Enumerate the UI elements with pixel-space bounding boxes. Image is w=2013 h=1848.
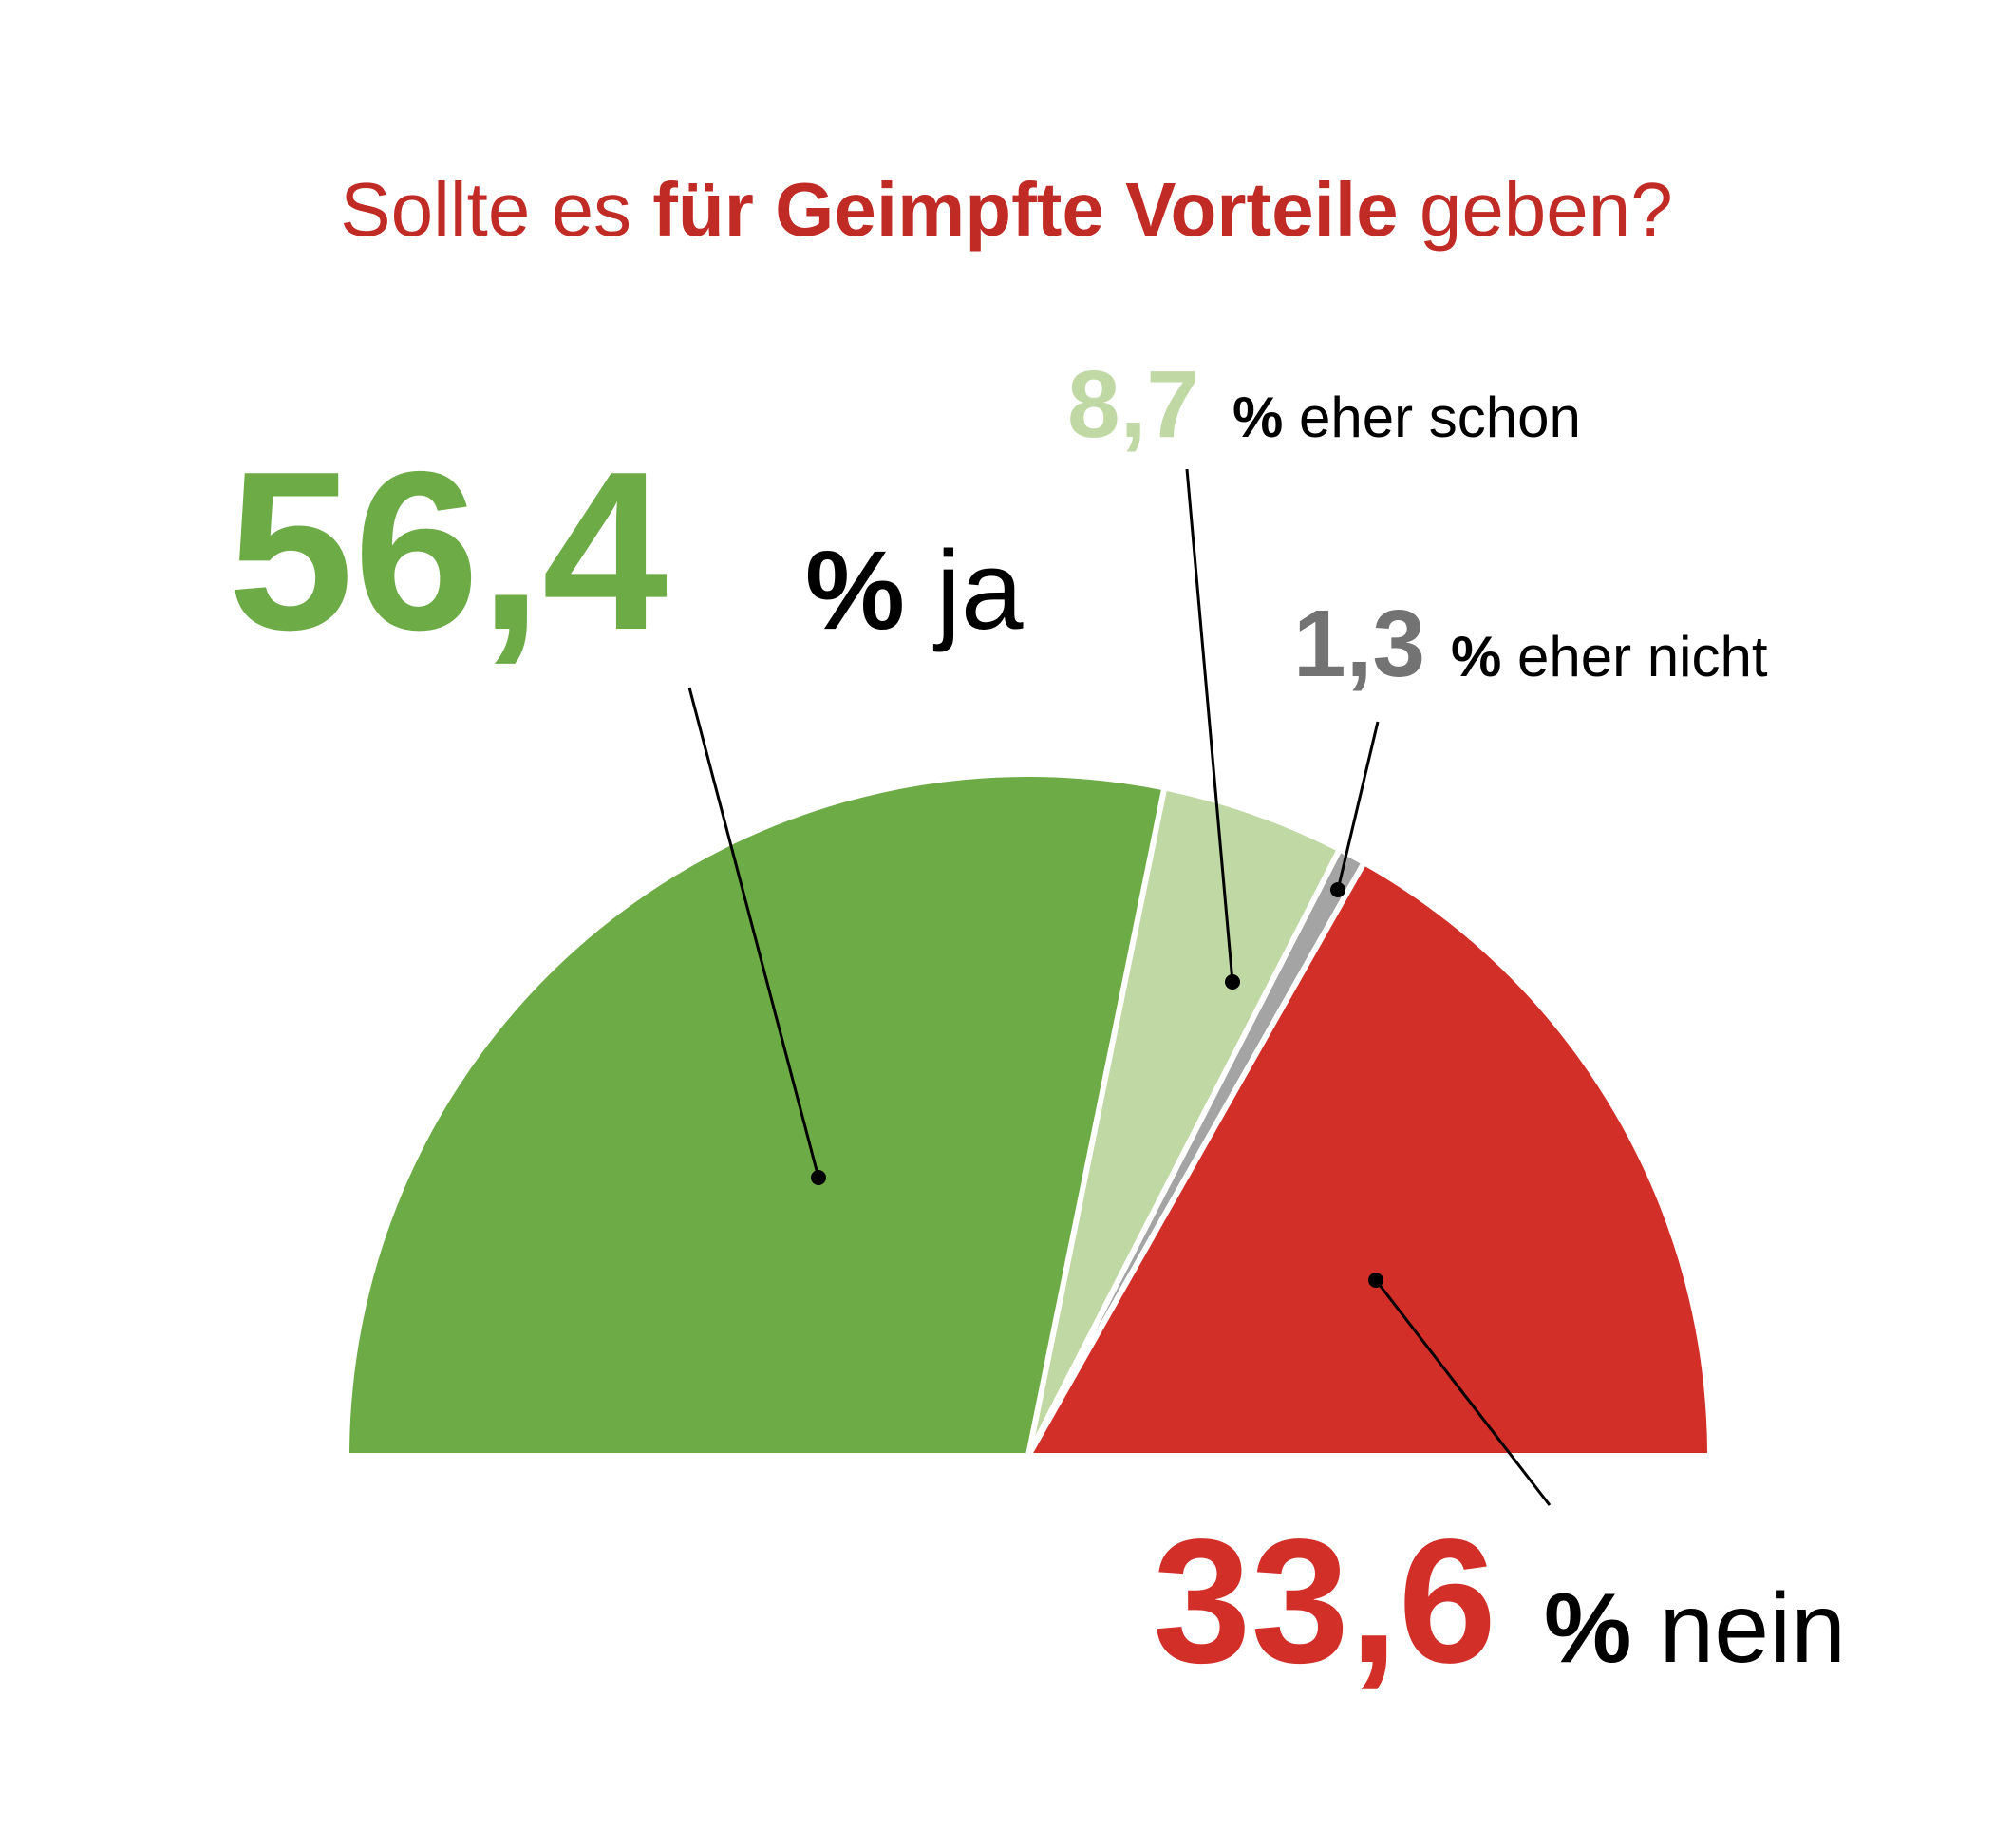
slice-label-text: eher schon bbox=[1299, 386, 1581, 449]
slice-ja bbox=[344, 771, 1168, 1459]
label-space bbox=[1501, 625, 1517, 688]
label-space bbox=[905, 528, 936, 653]
leader-dot-ja bbox=[811, 1170, 826, 1185]
category-label-eher-schon: % eher schon bbox=[1232, 386, 1581, 449]
value-label-eher-nicht: 1,3 bbox=[1293, 591, 1425, 697]
slice-label-text: eher nicht bbox=[1517, 625, 1768, 688]
leader-line-ja bbox=[687, 687, 820, 1179]
category-label-nein: % nein bbox=[1544, 1574, 1846, 1684]
category-label-ja: % ja bbox=[805, 528, 1024, 653]
slice-label-text: nein bbox=[1659, 1574, 1846, 1684]
percent-sign: % bbox=[1232, 386, 1283, 449]
value-label-eher-schon: 8,7 bbox=[1067, 351, 1199, 458]
leader-line-nein bbox=[1374, 1279, 1552, 1506]
value-label-nein: 33,6 bbox=[1153, 1503, 1496, 1700]
label-space bbox=[1631, 1574, 1659, 1684]
slice-nein bbox=[1025, 859, 1713, 1459]
chart-title-part: Sollte es bbox=[340, 167, 652, 252]
percent-sign: % bbox=[1451, 625, 1501, 688]
chart-title-part: für Geimpfte Vorteile bbox=[652, 167, 1398, 252]
value-label-ja: 56,4 bbox=[228, 425, 668, 677]
leader-dot-nein bbox=[1368, 1273, 1383, 1288]
percent-sign: % bbox=[805, 528, 905, 653]
leader-line-eher-nicht bbox=[1336, 721, 1380, 891]
category-label-eher-nicht: % eher nicht bbox=[1451, 625, 1768, 688]
chart-title-part: geben? bbox=[1399, 167, 1673, 252]
slice-eher-schon bbox=[1025, 784, 1343, 1459]
label-space bbox=[1283, 386, 1299, 449]
leader-dot-eher-nicht bbox=[1330, 882, 1345, 897]
leader-dot-eher-schon bbox=[1225, 974, 1240, 990]
leader-line-eher-schon bbox=[1185, 468, 1234, 983]
percent-sign: % bbox=[1544, 1574, 1631, 1684]
pie-slices bbox=[344, 771, 1713, 1459]
leader-lines bbox=[687, 468, 1552, 1506]
slice-label-text: ja bbox=[933, 528, 1024, 653]
chart-title: Sollte es für Geimpfte Vorteile geben? bbox=[340, 167, 1673, 252]
